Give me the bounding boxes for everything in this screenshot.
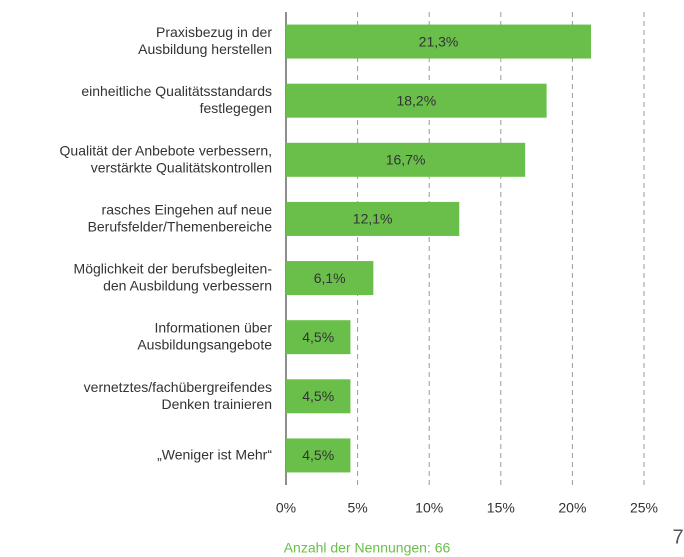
- x-tick-label: 0%: [276, 500, 296, 516]
- bar: [286, 379, 351, 414]
- value-label: 6,1%: [314, 270, 346, 286]
- y-tick-label: Qualität der Anbebote verbessern, verstär…: [60, 142, 272, 175]
- x-tick-label: 5%: [347, 500, 367, 516]
- value-label: 18,2%: [396, 92, 436, 108]
- x-tick-label: 20%: [558, 500, 586, 516]
- y-tick-label: Informationen über Ausbildungsangebote: [137, 319, 272, 352]
- y-tick-label: Praxisbezug in der Ausbildung herstellen: [138, 24, 272, 57]
- y-tick-label: rasches Eingehen auf neue Berufsfelder/Th…: [88, 201, 273, 234]
- value-label: 21,3%: [419, 33, 459, 49]
- page-number: 7: [672, 526, 683, 548]
- bar: [286, 24, 592, 59]
- bar: [286, 261, 374, 296]
- y-tick-label: Möglichkeit der berufsbegleiten-den Ausb…: [74, 260, 273, 293]
- y-tick-label: „Weniger ist Mehr“: [157, 446, 272, 462]
- note: Anzahl der Nennungen: 66: [284, 540, 451, 556]
- value-label: 4,5%: [302, 329, 334, 345]
- bar: [286, 320, 351, 355]
- y-tick-label: einheitliche Qualitätsstandards festlegeg…: [81, 83, 272, 116]
- value-label: 4,5%: [302, 388, 334, 404]
- x-tick-label: 15%: [487, 500, 515, 516]
- bar: [286, 438, 351, 473]
- value-label: 4,5%: [302, 447, 334, 463]
- y-tick-label: vernetztes/fachübergreifendes Denken trai…: [84, 379, 272, 412]
- value-label: 12,1%: [353, 211, 393, 227]
- bar: [286, 142, 526, 177]
- value-label: 16,7%: [386, 152, 426, 168]
- bar: [286, 201, 460, 236]
- bar: [286, 83, 547, 118]
- x-tick-label: 25%: [630, 500, 658, 516]
- x-tick-label: 10%: [415, 500, 443, 516]
